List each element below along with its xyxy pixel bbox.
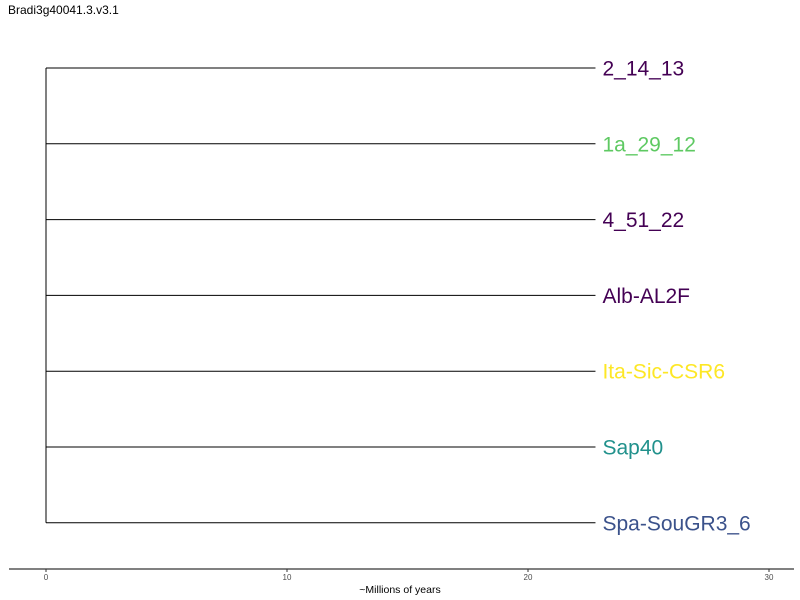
x-axis-label: ~Millions of years: [359, 584, 440, 596]
tip-label: 4_51_22: [602, 209, 684, 232]
gene-title: Bradi3g40041.3.v3.1: [8, 3, 119, 17]
tree-branches: [45, 67, 596, 524]
tip-label: Ita-Sic-CSR6: [602, 361, 725, 384]
tip-label: 2_14_13: [602, 58, 684, 81]
x-tick-label: 0: [44, 573, 49, 582]
tip-labels: 2_14_13 1a_29_12 4_51_22 Alb-AL2F Ita-Sic-CS…: [602, 58, 750, 536]
tip-label: 1a_29_12: [602, 133, 695, 156]
x-tick-label: 30: [765, 573, 774, 582]
x-tick-label: 10: [283, 573, 292, 582]
x-tick-label: 20: [524, 573, 533, 582]
tip-label: Spa-SouGR3_6: [602, 512, 750, 535]
tip-label: Sap40: [602, 437, 663, 460]
x-axis: 0 10 20 30: [9, 568, 794, 582]
tip-label: Alb-AL2F: [602, 285, 690, 308]
